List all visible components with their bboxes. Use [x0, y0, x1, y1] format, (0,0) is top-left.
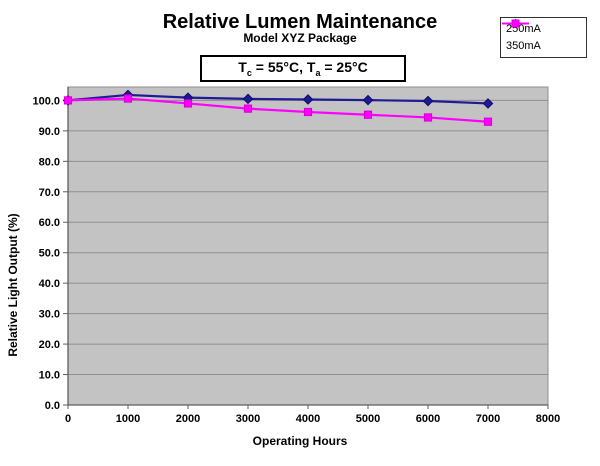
- legend-label-350ma: 350mA: [506, 40, 541, 52]
- square-marker-icon: [511, 19, 520, 28]
- x-tick-label: 5000: [356, 413, 380, 425]
- diamond-marker: [242, 93, 254, 105]
- y-tick-label: 40.0: [39, 278, 60, 290]
- diamond-marker: [302, 94, 314, 105]
- diamond-marker: [362, 94, 374, 106]
- y-tick-label: 60.0: [39, 217, 60, 229]
- x-axis-title: Operating Hours: [252, 434, 348, 448]
- x-tick-label: 8000: [536, 413, 560, 425]
- y-tick-label: 10.0: [39, 370, 60, 382]
- plot-background: [67, 86, 549, 406]
- temperature-annotation-box: Tc = 55°C, Ta = 25°C: [200, 55, 406, 82]
- x-tick-label: 4000: [296, 413, 320, 425]
- y-tick-label: 100.0: [32, 95, 60, 107]
- square-marker: [363, 110, 373, 119]
- diamond-marker: [482, 98, 494, 109]
- x-tick-label: 3000: [236, 413, 260, 425]
- y-tick-label: 90.0: [39, 126, 60, 138]
- y-tick-label: 20.0: [39, 339, 60, 351]
- y-tick-label: 50.0: [39, 248, 60, 260]
- x-tick-label: 0: [65, 413, 71, 425]
- series-line-350mA: [67, 97, 489, 123]
- annotation-text: Tc = 55°C, Ta = 25°C: [238, 59, 368, 78]
- square-marker: [303, 107, 313, 117]
- legend-entry-350ma: 350mA: [502, 19, 586, 52]
- x-tick-label: 2000: [176, 413, 200, 425]
- square-marker: [423, 113, 433, 122]
- y-tick-label: 70.0: [39, 187, 60, 199]
- square-marker: [63, 96, 73, 105]
- chart-subtitle: Model XYZ Package: [243, 31, 357, 45]
- y-tick-label: 30.0: [39, 309, 60, 321]
- series-line-250mA: [67, 93, 489, 105]
- line-square-swatch-icon: [502, 19, 529, 28]
- legend: 250mA 350mA: [500, 17, 587, 58]
- x-tick-label: 6000: [416, 413, 440, 425]
- y-tick-label: 80.0: [39, 156, 60, 168]
- chart-title: Relative Lumen Maintenance: [162, 11, 438, 33]
- square-marker: [243, 104, 253, 113]
- square-marker: [123, 94, 133, 103]
- diamond-marker: [422, 95, 434, 107]
- x-tick-label: 7000: [476, 413, 500, 425]
- square-marker: [183, 99, 193, 108]
- y-tick-label: 0.0: [45, 400, 60, 412]
- square-marker: [483, 117, 493, 126]
- x-tick-label: 1000: [116, 413, 140, 425]
